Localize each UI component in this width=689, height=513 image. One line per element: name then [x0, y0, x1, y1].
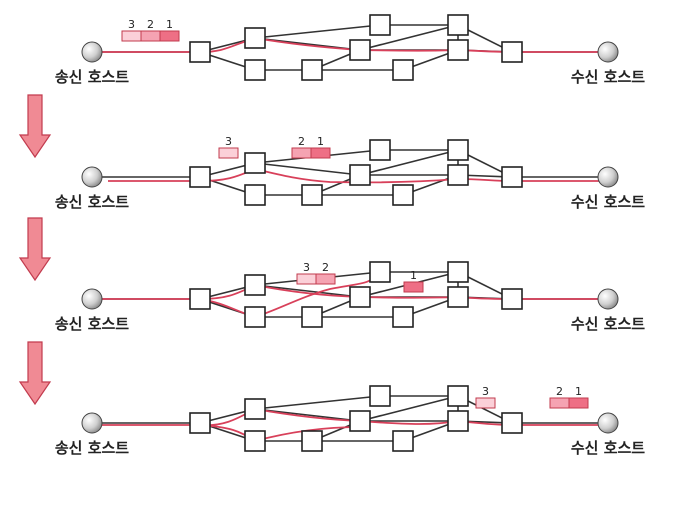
router-node: [244, 430, 266, 452]
stage-4: 송신 호스트 수신 호스트 3 2 1: [55, 385, 645, 457]
packet-number-label: 1: [575, 385, 582, 398]
packet-1: [310, 147, 331, 159]
packet-2: [291, 147, 312, 159]
network-link: [254, 162, 361, 176]
network-link: [254, 408, 361, 422]
router-node: [244, 306, 266, 328]
router-node: [301, 184, 323, 206]
router-node: [392, 184, 414, 206]
stage-3: 송신 호스트 수신 호스트 3 2 1: [55, 261, 645, 333]
router-node: [349, 286, 371, 308]
packet-number-label: 3: [482, 385, 489, 398]
packet-1: [159, 30, 180, 42]
packet-number-label: 1: [317, 135, 324, 148]
router-node: [244, 274, 266, 296]
router-node: [501, 412, 523, 434]
router-node: [301, 59, 323, 81]
receiver-host-label: 수신 호스트: [571, 315, 645, 333]
router-node: [447, 286, 469, 308]
network-link: [359, 24, 459, 51]
router-node: [244, 152, 266, 174]
receiver-host-icon: [597, 412, 619, 434]
packet-3: [296, 273, 317, 285]
router-node: [369, 139, 391, 161]
router-node: [189, 288, 211, 310]
router-node: [244, 184, 266, 206]
router-node: [392, 430, 414, 452]
sender-host-label: 송신 호스트: [55, 68, 129, 86]
router-node: [392, 306, 414, 328]
packet-number-label: 2: [147, 18, 154, 31]
sender-host-label: 송신 호스트: [55, 315, 129, 333]
packet-1: [403, 281, 424, 293]
router-node: [244, 27, 266, 49]
sender-host-icon: [81, 166, 103, 188]
packet-number-label: 2: [298, 135, 305, 148]
router-node: [189, 412, 211, 434]
router-node: [244, 59, 266, 81]
packet-3: [218, 147, 239, 159]
router-node: [301, 306, 323, 328]
sender-host-label: 송신 호스트: [55, 193, 129, 211]
down-arrow-icon: [18, 94, 52, 159]
packet-number-label: 1: [410, 269, 417, 282]
packet-number-label: 3: [128, 18, 135, 31]
router-node: [447, 385, 469, 407]
router-node: [447, 39, 469, 61]
receiver-host-icon: [597, 166, 619, 188]
receiver-host-icon: [597, 41, 619, 63]
router-node: [369, 14, 391, 36]
receiver-host-icon: [597, 288, 619, 310]
router-node: [447, 14, 469, 36]
router-node: [501, 288, 523, 310]
router-node: [189, 166, 211, 188]
down-arrow-icon: [18, 341, 52, 406]
down-arrow-icon: [18, 217, 52, 282]
network-link: [254, 284, 361, 298]
sender-host-icon: [81, 41, 103, 63]
packet-1: [568, 397, 589, 409]
router-node: [369, 261, 391, 283]
router-node: [301, 430, 323, 452]
stage-2: 송신 호스트 수신 호스트 3 2 1: [55, 135, 645, 211]
packet-number-label: 2: [556, 385, 563, 398]
router-node: [244, 398, 266, 420]
router-node: [447, 261, 469, 283]
stage-1: 송신 호스트 수신 호스트 3 2 1: [55, 14, 645, 86]
network-link: [254, 395, 381, 410]
packet-3: [121, 30, 142, 42]
router-node: [501, 166, 523, 188]
router-node: [349, 410, 371, 432]
router-node: [447, 410, 469, 432]
packet-number-label: 1: [166, 18, 173, 31]
router-node: [369, 385, 391, 407]
router-node: [349, 39, 371, 61]
packet-3: [475, 397, 496, 409]
router-node: [447, 139, 469, 161]
router-node: [447, 164, 469, 186]
router-node: [189, 41, 211, 63]
packet-number-label: 3: [225, 135, 232, 148]
receiver-host-label: 수신 호스트: [571, 193, 645, 211]
receiver-host-label: 수신 호스트: [571, 68, 645, 86]
network-link: [359, 149, 459, 176]
network-link: [254, 24, 381, 39]
router-node: [501, 41, 523, 63]
router-node: [392, 59, 414, 81]
sender-host-icon: [81, 412, 103, 434]
sender-host-label: 송신 호스트: [55, 439, 129, 457]
sender-host-icon: [81, 288, 103, 310]
router-node: [349, 164, 371, 186]
packet-2: [549, 397, 570, 409]
network-link: [359, 395, 459, 422]
packet-route-alt: [199, 424, 361, 442]
packet-number-label: 2: [322, 261, 329, 274]
packet-route: [108, 168, 605, 184]
packet-2: [315, 273, 336, 285]
packet-route-alt: [199, 271, 381, 318]
packet-2: [140, 30, 161, 42]
receiver-host-label: 수신 호스트: [571, 439, 645, 457]
packet-number-label: 3: [303, 261, 310, 274]
